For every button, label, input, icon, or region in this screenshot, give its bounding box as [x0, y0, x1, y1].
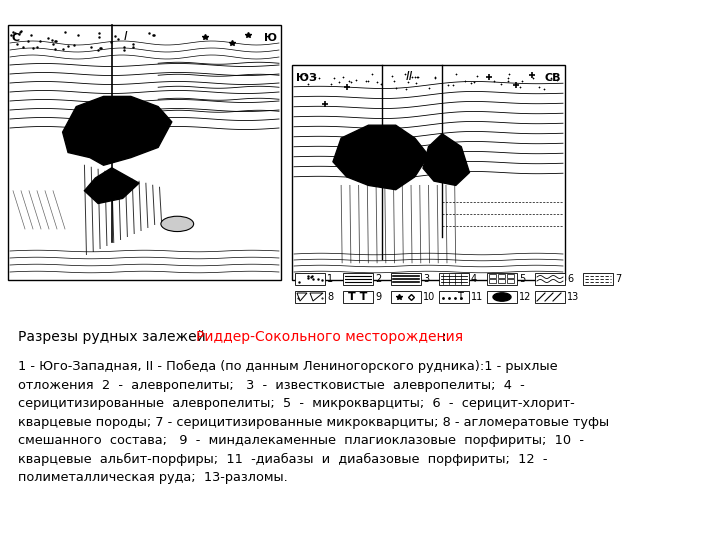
Text: T: T	[457, 292, 463, 302]
Polygon shape	[297, 293, 307, 301]
Polygon shape	[63, 97, 172, 165]
Bar	[507, 274, 514, 278]
Bar	[295, 273, 325, 285]
Bar	[507, 279, 514, 283]
Bar	[343, 273, 373, 285]
Bar	[489, 279, 496, 283]
Bar	[535, 291, 565, 303]
Bar	[343, 291, 373, 303]
Text: СВ: СВ	[544, 73, 561, 83]
Bar	[583, 273, 613, 285]
Text: 11: 11	[471, 292, 483, 302]
Bar	[498, 274, 505, 278]
Bar	[487, 273, 517, 285]
Bar	[292, 65, 565, 280]
Text: 5: 5	[519, 274, 526, 284]
Text: 1: 1	[327, 274, 333, 284]
Text: 12: 12	[519, 292, 531, 302]
Text: 1 - Юго-Западная, II - Победа (по данным Лениногорского рудника):1 - рыхлые
отло: 1 - Юго-Западная, II - Победа (по данным…	[18, 360, 609, 484]
Text: 8: 8	[327, 292, 333, 302]
Text: Ю: Ю	[264, 33, 277, 43]
Bar	[535, 273, 565, 285]
Text: 2: 2	[375, 274, 382, 284]
Bar	[439, 273, 469, 285]
Bar	[498, 279, 505, 283]
Text: 4: 4	[471, 274, 477, 284]
Text: С: С	[12, 33, 20, 43]
Text: 9: 9	[375, 292, 381, 302]
Text: Разрезы рудных залежей: Разрезы рудных залежей	[18, 330, 210, 344]
Ellipse shape	[493, 293, 511, 301]
Polygon shape	[84, 168, 139, 204]
Polygon shape	[333, 125, 428, 190]
Bar	[391, 273, 421, 285]
Text: T T: T T	[348, 292, 367, 302]
Text: 10: 10	[423, 292, 436, 302]
Polygon shape	[423, 134, 469, 185]
Bar	[489, 274, 496, 278]
Text: I: I	[124, 30, 127, 43]
Text: Риддер-Сокольного месторождения: Риддер-Сокольного месторождения	[196, 330, 463, 344]
Polygon shape	[310, 293, 323, 301]
Bar	[439, 291, 469, 303]
Bar	[8, 25, 281, 280]
Text: 13: 13	[567, 292, 580, 302]
Ellipse shape	[161, 216, 194, 232]
Bar	[487, 291, 517, 303]
Bar	[295, 291, 325, 303]
Bar	[391, 291, 421, 303]
Text: 7: 7	[615, 274, 621, 284]
Text: 6: 6	[567, 274, 573, 284]
Text: 3: 3	[423, 274, 429, 284]
Text: :: :	[441, 330, 446, 344]
Text: ЮЗ: ЮЗ	[296, 73, 317, 83]
Text: II: II	[405, 70, 413, 83]
